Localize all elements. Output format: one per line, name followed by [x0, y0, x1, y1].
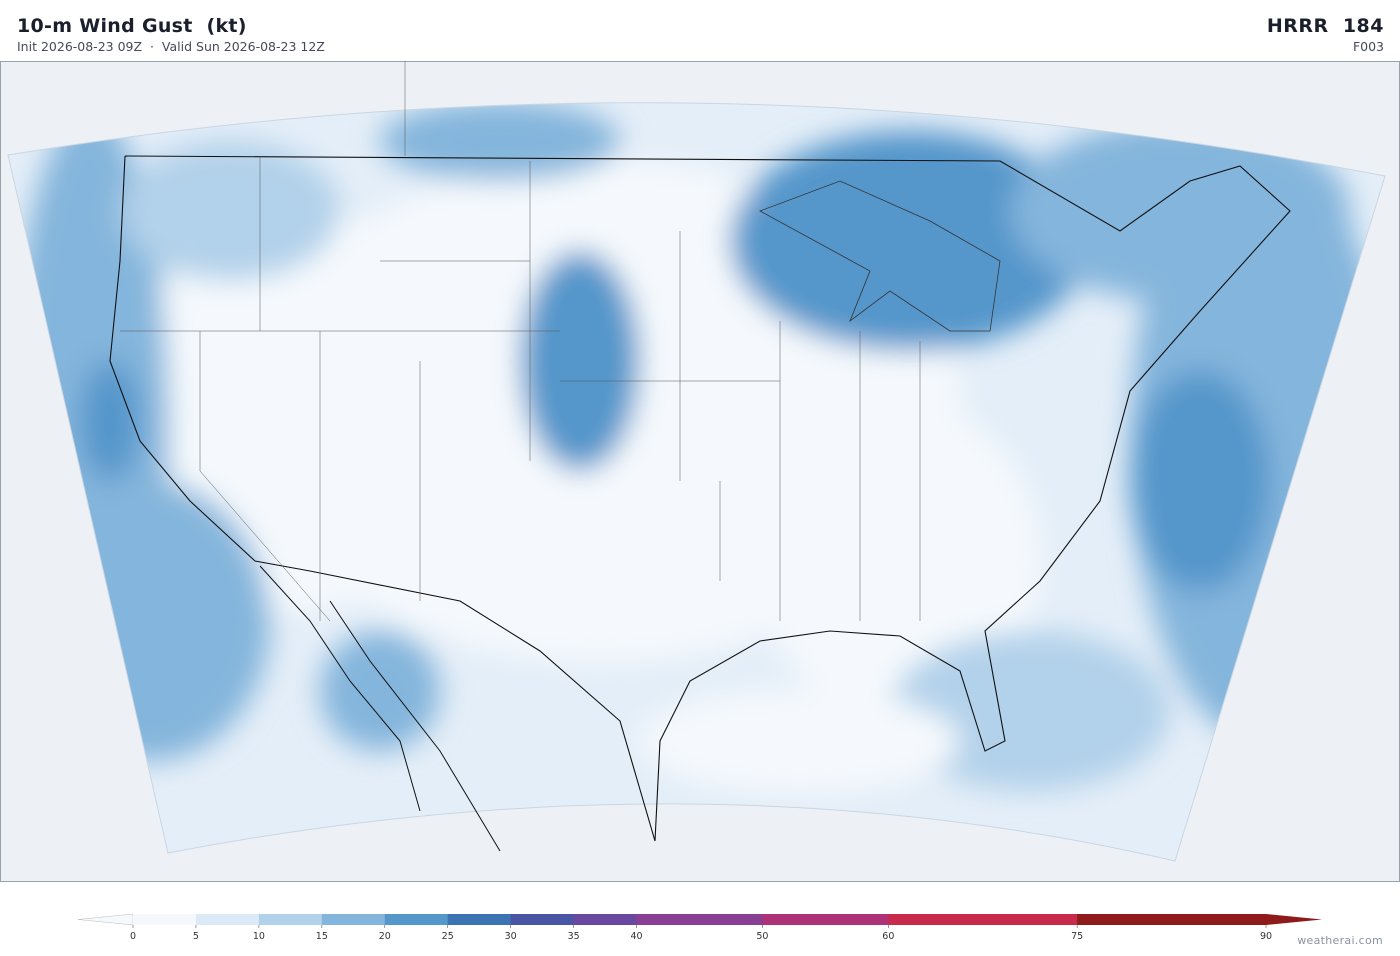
colorbar-extend-low — [77, 913, 134, 926]
map-subtitle: Init 2026-08-23 09Z · Valid Sun 2026-08-… — [17, 39, 325, 54]
coastline-mexico — [259, 565, 501, 852]
colorbar-tick-label: 25 — [442, 931, 454, 942]
colorbar-segment — [133, 914, 197, 925]
map — [0, 61, 1400, 882]
colorbar-tick-label: 10 — [253, 931, 265, 942]
map-title: 10-m Wind Gust (kt) — [17, 15, 247, 37]
colorbar-segment — [384, 914, 449, 925]
colorbar: 0 5 10 15 20 25 30 35 40 50 60 75 90 — [77, 913, 1322, 942]
colorbar-segment — [573, 914, 638, 925]
state-borders — [120, 61, 921, 622]
watermark: weatherai.com — [1297, 934, 1383, 947]
colorbar-segment — [447, 914, 512, 925]
model-domain — [7, 102, 1386, 862]
colorbar-segment — [321, 914, 386, 925]
colorbar-segment — [510, 914, 575, 925]
colorbar-tick-label: 50 — [756, 931, 768, 942]
forecast-hour: F003 — [1352, 39, 1384, 54]
colorbar-tick-label: 60 — [882, 931, 894, 942]
colorbar-extend-high — [1266, 914, 1322, 925]
colorbar-segment — [1077, 914, 1267, 925]
colorbar-tick-label: 15 — [316, 931, 328, 942]
colorbar-segment — [195, 914, 260, 925]
coastline — [109, 155, 1291, 842]
colorbar-tick-label: 5 — [193, 931, 199, 942]
colorbar-segment — [762, 914, 889, 925]
colorbar-tick-label: 90 — [1260, 931, 1272, 942]
colorbar-tick-label: 75 — [1071, 931, 1083, 942]
colorbar-segment — [258, 914, 323, 925]
great-lakes — [759, 180, 1001, 332]
colorbar-tick-label: 30 — [505, 931, 517, 942]
model-label: HRRR 184 — [1266, 15, 1384, 37]
colorbar-tick-label: 20 — [379, 931, 391, 942]
colorbar-segment — [636, 914, 763, 925]
colorbar-tick-label: 40 — [631, 931, 643, 942]
colorbar-tick-label: 0 — [130, 931, 136, 942]
colorbar-tick-label: 35 — [568, 931, 580, 942]
wind-field — [8, 102, 1385, 861]
colorbar-segment — [888, 914, 1078, 925]
